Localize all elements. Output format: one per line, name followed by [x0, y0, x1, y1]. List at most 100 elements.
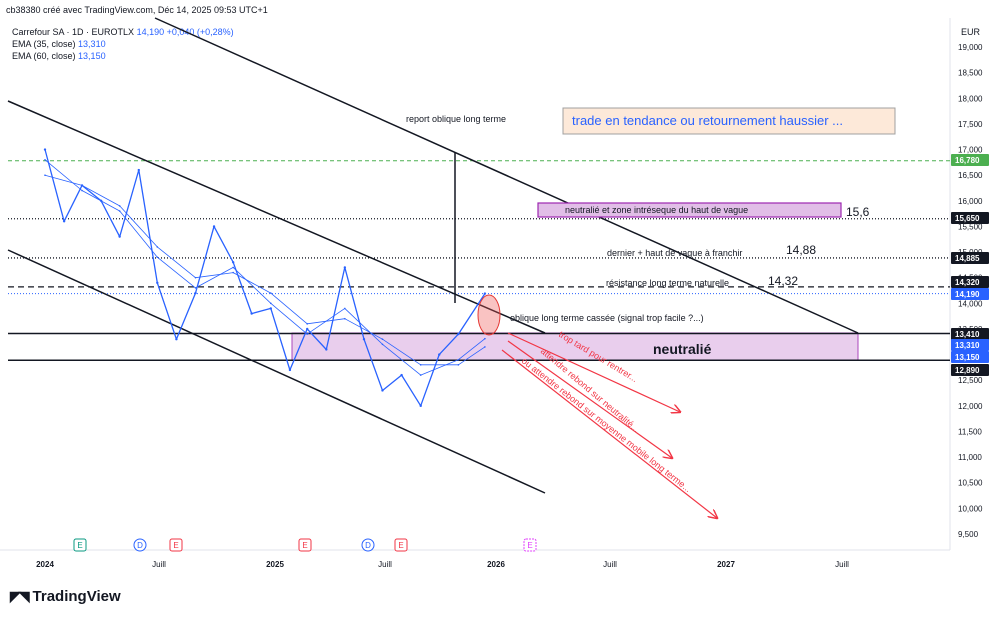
ema35-legend: EMA (35, close) 13,310: [12, 39, 106, 49]
dividend-marker[interactable]: [361, 538, 375, 552]
event-marker-label: D: [365, 541, 371, 550]
trade-note-box[interactable]: [562, 107, 896, 135]
event-marker-label: E: [302, 541, 307, 550]
brand-name: TradingView: [32, 588, 121, 605]
price-point: [343, 266, 347, 269]
neutral-top-value: 15,6: [846, 205, 870, 219]
earnings-marker[interactable]: [394, 538, 408, 552]
price-tag: [951, 364, 989, 376]
earnings-marker[interactable]: [298, 538, 312, 552]
broken-oblique-label: oblique long terme cassée (signal trop f…: [510, 313, 704, 323]
neutrality-zone[interactable]: [291, 332, 859, 361]
price-point: [438, 353, 441, 356]
price-tag: [951, 288, 989, 300]
price-tick-label: 11,000: [958, 453, 982, 462]
trade-note-text: trade en tendance ou retournement haussi…: [572, 113, 843, 128]
ema-point: [381, 338, 384, 341]
price-point: [231, 261, 235, 264]
ema60-value: 13,150: [78, 51, 106, 61]
price-tick-label: 15,500: [958, 222, 983, 231]
event-marker-label: E: [173, 541, 178, 550]
ema35-value: 13,310: [78, 39, 106, 49]
time-tick-label: 2027: [717, 560, 735, 569]
last-price: 14,190: [136, 27, 165, 37]
price-point: [137, 168, 140, 172]
price-line[interactable]: [44, 149, 486, 407]
price-point: [175, 338, 178, 341]
neutral-top-zone[interactable]: [537, 202, 842, 218]
ema-point: [381, 343, 384, 346]
price-tag: [951, 154, 989, 166]
price-point: [43, 148, 47, 151]
price-point: [288, 368, 292, 372]
price-point: [156, 281, 159, 285]
price-point: [325, 348, 328, 351]
arrow-too-late[interactable]: [507, 332, 680, 412]
event-marker-label: D: [137, 541, 143, 550]
price-point: [400, 373, 403, 377]
price-tag: [951, 339, 989, 351]
breakout-ellipse[interactable]: [477, 294, 501, 336]
ema-point: [306, 323, 309, 325]
price-tag-label: 13,410: [955, 330, 980, 339]
symbol-name[interactable]: Carrefour SA · 1D · EUROTLX: [12, 27, 135, 37]
ema60-label[interactable]: EMA (60, close): [12, 51, 76, 61]
chart-credit: cb38380 créé avec TradingView.com, Déc 1…: [6, 5, 268, 15]
price-tick-label: 19,000: [958, 43, 983, 52]
price-tag-label: 14,190: [955, 290, 980, 299]
price-tick-label: 10,000: [958, 504, 983, 513]
price-tick-label: 11,500: [958, 427, 982, 436]
channel-lower-line[interactable]: [7, 249, 546, 494]
symbol-legend: Carrefour SA · 1D · EUROTLX 14,190 +0,04…: [12, 27, 234, 37]
ema-point: [484, 337, 486, 340]
time-tick-label: 2024: [36, 560, 54, 569]
time-axis[interactable]: 2024 Juill 2025 Juill 2026 Juill 2027 Juill: [36, 560, 849, 569]
price-tick-label: 14,000: [958, 299, 983, 308]
event-marker-label: E: [398, 541, 403, 550]
ema-point: [232, 266, 234, 269]
price-tick-label: 17,000: [958, 146, 983, 155]
resistance-label: résistance long terme naturelle: [606, 278, 729, 288]
tradingview-logo-icon: ◤◥: [10, 588, 29, 604]
ema-point: [81, 184, 83, 187]
neutrality-label: neutralié: [653, 341, 712, 357]
price-tag-label: 12,890: [955, 366, 980, 375]
price-point: [381, 389, 384, 392]
price-point: [212, 225, 216, 228]
price-tag-label: 15,650: [955, 214, 980, 223]
price-tag-label: 14,320: [955, 278, 980, 287]
event-marker-label: E: [77, 541, 82, 550]
dividend-marker[interactable]: [133, 538, 147, 552]
ema-point: [156, 256, 159, 258]
price-point: [269, 307, 273, 310]
price-tick-label: 17,500: [958, 120, 983, 129]
ema-point: [306, 333, 309, 335]
earnings-marker[interactable]: [169, 538, 183, 552]
arrow-moving-average[interactable]: [501, 349, 717, 518]
ema-point: [419, 374, 422, 376]
price-point: [419, 404, 422, 408]
ema-point: [118, 205, 121, 207]
earnings-marker[interactable]: [73, 538, 87, 552]
price-point: [118, 235, 121, 238]
time-tick-label: Juill: [835, 560, 849, 569]
last-high-label: dernier + haut de vague à franchir: [607, 248, 742, 258]
ema35-label[interactable]: EMA (35, close): [12, 39, 76, 49]
ema-point: [344, 317, 346, 320]
neutral-top-label: neutralié et zone intréseque du haut de …: [565, 205, 748, 215]
price-tag-label: 13,150: [955, 353, 980, 362]
tradingview-brand[interactable]: ◤◥ TradingView: [10, 588, 121, 605]
arrow-neutrality[interactable]: [507, 340, 672, 458]
projected-oblique-line[interactable]: [154, 17, 859, 334]
resistance-value: 14,32: [768, 274, 798, 288]
price-point: [457, 332, 460, 336]
earnings-marker[interactable]: [523, 538, 537, 552]
time-tick-label: 2025: [266, 560, 284, 569]
event-marker-label: E: [527, 541, 532, 550]
price-tick-label: 18,000: [958, 94, 983, 103]
ema-point: [118, 210, 121, 212]
price-point: [362, 338, 366, 341]
ema-point: [44, 174, 46, 176]
